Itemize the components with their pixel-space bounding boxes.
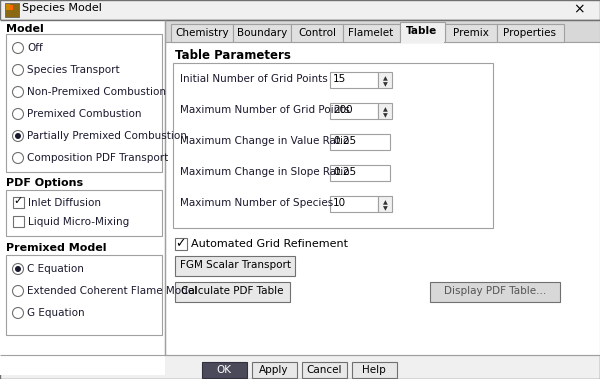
Text: Maximum Number of Grid Points: Maximum Number of Grid Points <box>180 105 350 115</box>
Text: Chemistry: Chemistry <box>175 28 229 38</box>
Text: Model: Model <box>6 24 44 34</box>
Text: Species Transport: Species Transport <box>27 65 119 75</box>
Bar <box>430 282 560 302</box>
Text: G Equation: G Equation <box>27 308 85 318</box>
Bar <box>173 63 493 228</box>
Bar <box>13 216 24 227</box>
Text: Initial Number of Grid Points: Initial Number of Grid Points <box>180 74 328 84</box>
Text: Maximum Change in Slope Ratio: Maximum Change in Slope Ratio <box>180 167 350 177</box>
Circle shape <box>13 86 23 97</box>
Text: PDF Options: PDF Options <box>6 178 83 188</box>
Text: 0.25: 0.25 <box>333 167 356 177</box>
Circle shape <box>13 42 23 53</box>
Text: Control: Control <box>298 28 336 38</box>
Circle shape <box>15 133 21 139</box>
Bar <box>165 20 600 42</box>
Circle shape <box>13 64 23 75</box>
Circle shape <box>13 285 23 296</box>
Bar <box>343 24 400 42</box>
Text: ▲: ▲ <box>383 76 388 81</box>
Text: Partially Premixed Combustion: Partially Premixed Combustion <box>27 131 187 141</box>
Bar <box>6 4 10 10</box>
Text: 15: 15 <box>333 74 346 84</box>
Bar <box>400 22 445 42</box>
Text: Help: Help <box>362 365 386 375</box>
Text: Composition PDF Transport: Composition PDF Transport <box>27 153 168 163</box>
Bar <box>0 20 165 375</box>
Text: 0.25: 0.25 <box>333 136 356 146</box>
Text: ▼: ▼ <box>383 113 388 118</box>
Text: Species Model: Species Model <box>22 3 102 13</box>
Bar <box>302 362 347 378</box>
Circle shape <box>13 307 23 318</box>
Circle shape <box>13 130 23 141</box>
Bar <box>330 103 378 119</box>
Text: Automated Grid Refinement: Automated Grid Refinement <box>191 239 348 249</box>
Bar <box>252 362 297 378</box>
Text: ▼: ▼ <box>383 82 388 87</box>
Text: Non-Premixed Combustion: Non-Premixed Combustion <box>27 87 166 97</box>
Text: ✓: ✓ <box>175 237 185 250</box>
Text: ▲: ▲ <box>383 200 388 205</box>
Text: 200: 200 <box>333 105 353 115</box>
Bar <box>13 197 24 208</box>
Text: ✓: ✓ <box>13 196 22 206</box>
Text: Calculate PDF Table: Calculate PDF Table <box>181 286 283 296</box>
Text: Inlet Diffusion: Inlet Diffusion <box>28 198 101 208</box>
Bar <box>330 196 378 212</box>
Bar <box>6 255 162 335</box>
Text: OK: OK <box>217 365 232 375</box>
Bar <box>202 362 247 378</box>
Circle shape <box>13 152 23 163</box>
Bar <box>378 196 392 212</box>
Bar <box>175 282 290 302</box>
Text: ×: × <box>573 2 585 16</box>
Text: FGM Scalar Transport: FGM Scalar Transport <box>179 260 290 270</box>
Text: Premix: Premix <box>453 28 489 38</box>
Bar <box>0 0 600 20</box>
Text: Premixed Combustion: Premixed Combustion <box>27 109 142 119</box>
Text: Table Parameters: Table Parameters <box>175 49 291 62</box>
Bar <box>445 24 497 42</box>
Text: Apply: Apply <box>259 365 289 375</box>
Bar <box>378 103 392 119</box>
Bar <box>401 41 444 43</box>
Text: Table: Table <box>406 26 437 36</box>
Text: ▼: ▼ <box>383 206 388 211</box>
Bar <box>175 238 187 250</box>
Bar <box>497 24 564 42</box>
Text: Premixed Model: Premixed Model <box>6 243 107 253</box>
Text: 10: 10 <box>333 198 346 208</box>
Text: Cancel: Cancel <box>306 365 342 375</box>
Text: Boundary: Boundary <box>237 28 287 38</box>
Bar <box>10 5 13 10</box>
Bar <box>330 165 390 181</box>
Bar <box>5 3 19 17</box>
Bar <box>378 72 392 88</box>
Text: Maximum Change in Value Ratio: Maximum Change in Value Ratio <box>180 136 349 146</box>
Bar <box>233 24 291 42</box>
Text: Maximum Number of Species: Maximum Number of Species <box>180 198 333 208</box>
Text: C Equation: C Equation <box>27 264 84 274</box>
Circle shape <box>15 266 21 272</box>
Bar <box>171 24 233 42</box>
Text: Properties: Properties <box>503 28 557 38</box>
Bar <box>6 34 162 172</box>
Bar <box>352 362 397 378</box>
Bar <box>330 72 378 88</box>
Text: Flamelet: Flamelet <box>349 28 394 38</box>
Bar <box>6 190 162 236</box>
Bar <box>165 42 600 355</box>
Bar <box>175 256 295 276</box>
Text: Off: Off <box>27 43 43 53</box>
Text: Liquid Micro-Mixing: Liquid Micro-Mixing <box>28 217 129 227</box>
Text: Display PDF Table...: Display PDF Table... <box>444 286 546 296</box>
Circle shape <box>13 263 23 274</box>
Bar <box>291 24 343 42</box>
Circle shape <box>13 108 23 119</box>
Bar <box>330 134 390 150</box>
Text: Extended Coherent Flame Model: Extended Coherent Flame Model <box>27 286 197 296</box>
Text: ▲: ▲ <box>383 107 388 112</box>
